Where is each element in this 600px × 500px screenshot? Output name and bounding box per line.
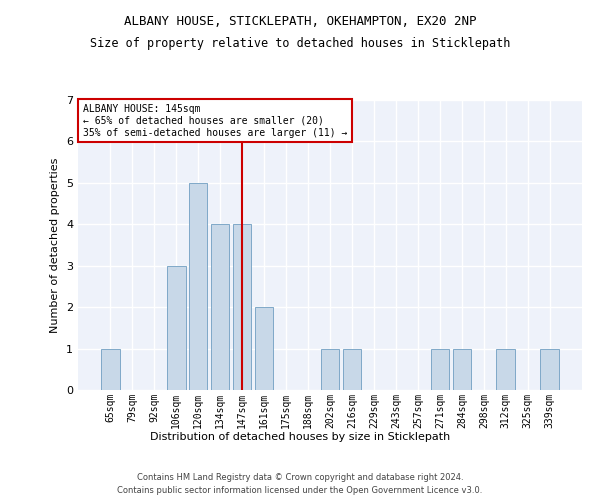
Y-axis label: Number of detached properties: Number of detached properties xyxy=(50,158,61,332)
Bar xyxy=(431,348,449,390)
Text: Contains HM Land Registry data © Crown copyright and database right 2024.: Contains HM Land Registry data © Crown c… xyxy=(137,472,463,482)
Bar xyxy=(452,348,471,390)
Bar xyxy=(189,183,208,390)
Bar xyxy=(496,348,515,390)
Text: Size of property relative to detached houses in Sticklepath: Size of property relative to detached ho… xyxy=(90,38,510,51)
Bar xyxy=(541,348,559,390)
Text: Distribution of detached houses by size in Sticklepath: Distribution of detached houses by size … xyxy=(150,432,450,442)
Text: Contains public sector information licensed under the Open Government Licence v3: Contains public sector information licen… xyxy=(118,486,482,495)
Bar xyxy=(255,307,274,390)
Bar xyxy=(101,348,119,390)
Bar xyxy=(320,348,340,390)
Bar xyxy=(233,224,251,390)
Bar xyxy=(343,348,361,390)
Bar xyxy=(211,224,229,390)
Text: ALBANY HOUSE, STICKLEPATH, OKEHAMPTON, EX20 2NP: ALBANY HOUSE, STICKLEPATH, OKEHAMPTON, E… xyxy=(124,15,476,28)
Text: ALBANY HOUSE: 145sqm
← 65% of detached houses are smaller (20)
35% of semi-detac: ALBANY HOUSE: 145sqm ← 65% of detached h… xyxy=(83,104,347,138)
Bar xyxy=(167,266,185,390)
